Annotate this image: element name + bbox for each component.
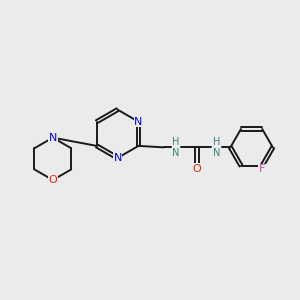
Text: H
N: H N — [213, 136, 220, 158]
Text: O: O — [193, 164, 202, 173]
Text: F: F — [259, 164, 266, 174]
Text: N: N — [49, 133, 57, 142]
Text: H
N: H N — [172, 136, 180, 158]
Text: N: N — [113, 153, 122, 163]
Text: N: N — [134, 117, 143, 127]
Text: O: O — [49, 175, 57, 185]
